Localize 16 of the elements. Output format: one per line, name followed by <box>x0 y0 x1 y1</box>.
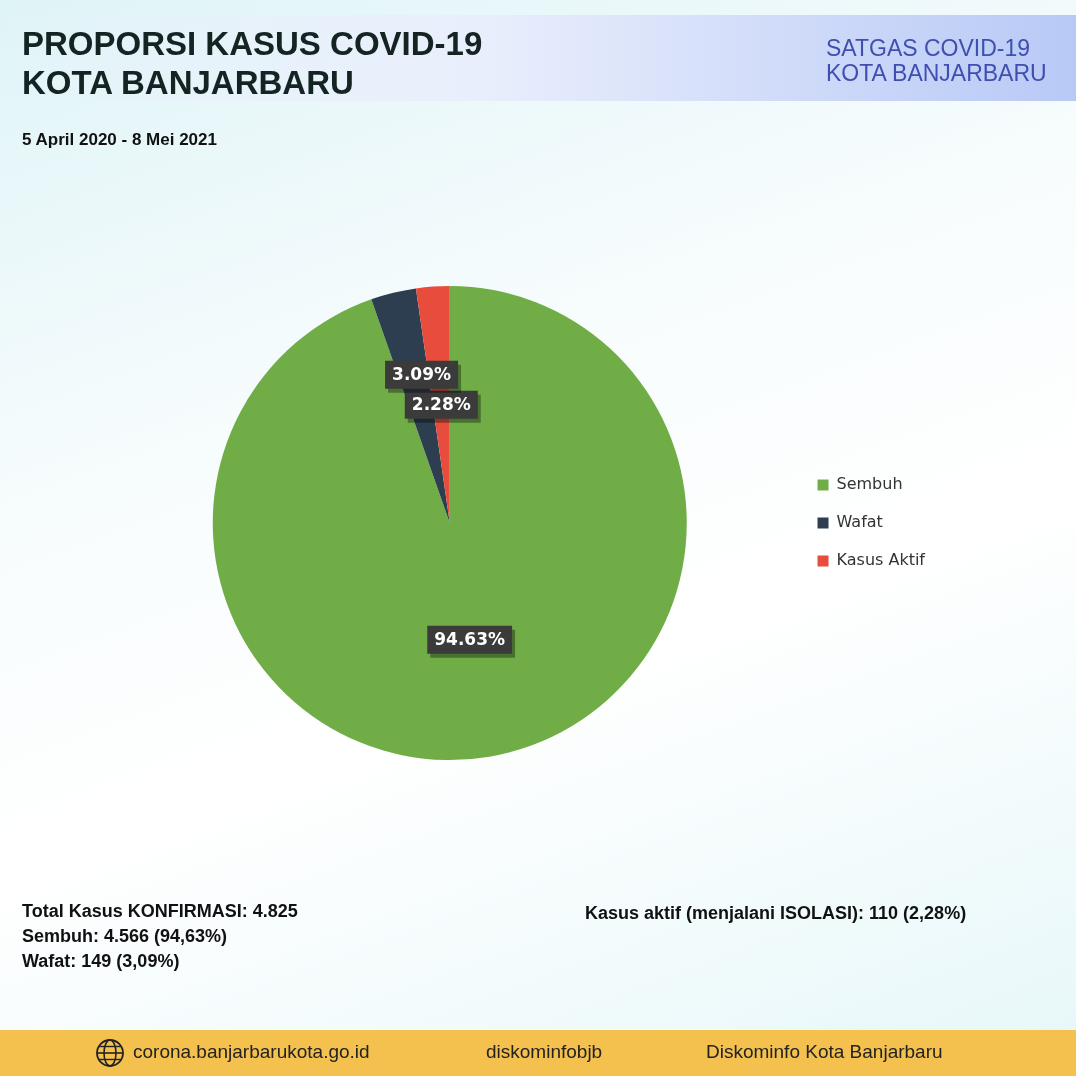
legend-label: Sembuh <box>836 474 903 494</box>
data-label: 2.28% <box>411 394 471 415</box>
legend-label: Kasus Aktif <box>836 550 926 570</box>
text: Diskominfo Kota Banjarbaru <box>706 1041 943 1063</box>
chart-subtitle: 5 April 2020 - 8 Mei 2021 <box>22 130 217 150</box>
text: diskominfobjb <box>486 1041 603 1063</box>
chart-title: PROPORSI KASUS COVID-19 KOTA BANJARBARU <box>22 24 483 102</box>
text: Sembuh: 4.566 (94,63%) <box>22 925 228 947</box>
text: SATGAS COVID-19 KOTA BANJARBARU <box>826 35 1047 86</box>
text: Kasus aktif (menjalani ISOLASI): 110 (2,28%) <box>585 902 967 924</box>
data-label: 3.09% <box>392 364 452 385</box>
legend-label: Wafat <box>836 512 883 532</box>
text: Wafat: 149 (3,09%) <box>22 950 180 972</box>
text: Total Kasus KONFIRMASI: 4.825 <box>22 900 298 922</box>
text: corona.banjarbarukota.go.id <box>133 1041 370 1063</box>
data-label: 94.63% <box>434 629 506 650</box>
